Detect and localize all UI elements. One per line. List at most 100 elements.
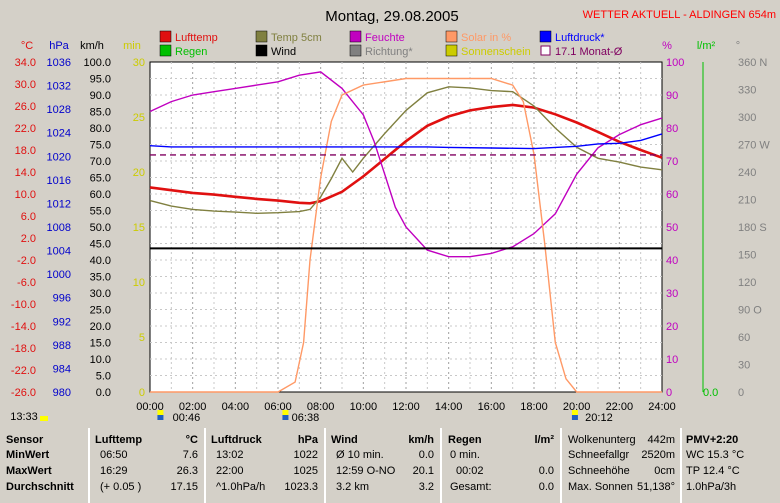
axis-unit: km/h [80, 40, 104, 52]
axis-tick-label: 100 [666, 57, 684, 69]
legend-swatch [445, 30, 458, 43]
axis-tick-label: 1036 [47, 57, 71, 69]
axis-tick-label: 20.0 [90, 321, 111, 333]
axis-tick-label: 30.0 [15, 79, 36, 91]
regen-cell: 00:02 [456, 465, 484, 477]
axis-tick-label: 25.0 [90, 305, 111, 317]
regen-cell: 0.0 [538, 481, 554, 493]
axis-tick-label: 1032 [47, 81, 71, 93]
axis-tick-label: -26.0 [11, 387, 36, 399]
wolken-cell: Max. Sonnen [568, 481, 633, 493]
legend-swatch [159, 44, 172, 57]
legend-swatch [349, 30, 362, 43]
wind-column: Wind km/h Ø 10 min. 0.0 12:59 O-NO 20.1 … [324, 428, 440, 503]
legend-swatch [255, 30, 268, 43]
axis-tick-label: 22.0 [15, 123, 36, 135]
annotation-label: 00:46 [173, 412, 201, 424]
axis-unit: °C [21, 40, 33, 52]
grid [150, 62, 662, 392]
axis-tick-label: 0 [738, 387, 744, 399]
axis-tick-label: 1008 [47, 222, 71, 234]
series-line-lufttemp [149, 103, 663, 205]
axis-unit: % [662, 40, 672, 52]
weather-chart: Montag, 29.08.2005 WETTER AKTUELL - ALDI… [10, 8, 776, 424]
lufttemp-cell: 26.3 [176, 465, 198, 477]
axis-tick-label: 988 [53, 340, 71, 352]
axis-tick-label: 55.0 [90, 206, 111, 218]
luftdruck-cell: 1022 [293, 449, 318, 461]
axis-tick-label: 10.0 [15, 189, 36, 201]
luftdruck-cell: 13:02 [216, 449, 244, 461]
wind-cell: 3.2 km [336, 481, 370, 493]
legend-swatch [159, 30, 172, 43]
legend-label: Wind [271, 46, 296, 58]
annotation-label: 06:38 [292, 412, 320, 424]
chart-title: Montag, 29.08.2005 [325, 8, 458, 25]
annotations: 00:46 06:38 20:12 13:33 [10, 410, 613, 424]
x-axis: 00:00 02:00 04:00 06:00 08:00 10:00 12:00 14:00… [136, 401, 676, 413]
axis-tick-label: 65.0 [90, 173, 111, 185]
luftdruck-column: Luftdruck hPa 13:02 1022 22:00 1025 ^1.0… [204, 428, 324, 503]
x-tick-label: 20:00 [563, 401, 591, 413]
legend-label: Lufttemp [175, 32, 218, 44]
wind-cell: Ø 10 min. [336, 449, 384, 461]
regen-cell: Gesamt: [450, 481, 492, 493]
axis-tick-label: 360 N [738, 57, 767, 69]
wind-cell: 0.0 [418, 449, 434, 461]
axis-tick-label: 10 [666, 354, 678, 366]
stats-table: Sensor MinWert MaxWert Durchschnitt Luft… [0, 428, 780, 503]
axis-tick-label: 30.0 [90, 288, 111, 300]
axis-tick-label: 984 [53, 363, 71, 375]
wolken-cell: Schneefallgr [568, 449, 630, 461]
luftdruck-unit: hPa [297, 434, 318, 446]
station-title: WETTER AKTUELL - ALDINGEN 654m [583, 9, 776, 21]
axis-tick-label: 0.0 [96, 387, 111, 399]
annotation-label: 20:12 [585, 412, 613, 424]
annotation-marker [571, 415, 578, 420]
luftdruck-header: Luftdruck [211, 434, 262, 446]
axis-tick-label: 5 [139, 332, 145, 344]
lufttemp-header: Lufttemp [95, 434, 143, 446]
axis-tick-label: 1016 [47, 175, 71, 187]
axis-tick-label: 50 [666, 222, 678, 234]
x-tick-label: 16:00 [478, 401, 506, 413]
axis-tick-label: 35.0 [90, 272, 111, 284]
luftdruck-cell: 1023.3 [284, 481, 318, 493]
axis-tick-label: 25 [133, 112, 145, 124]
x-tick-label: 18:00 [520, 401, 548, 413]
axis-tick-label: 150 [738, 250, 756, 262]
wolken-cell: Schneehöhe [568, 465, 630, 477]
regen-cell: 0.0 [538, 465, 554, 477]
axis-tick-label: 1024 [47, 128, 71, 140]
axis-tick-label: 90.0 [90, 90, 111, 102]
axis-tick-label: 50.0 [90, 222, 111, 234]
x-tick-label: 24:00 [648, 401, 676, 413]
axis-tick-label: 240 [738, 167, 756, 179]
axis-tick-label: 1020 [47, 151, 71, 163]
annotation-marker [282, 415, 289, 420]
axis-tick-label: -10.0 [11, 299, 36, 311]
regen-header: Regen [448, 434, 482, 446]
wind-cell: 20.1 [412, 465, 434, 477]
axis-tick-label: 90 O [738, 305, 762, 317]
lufttemp-cell: 7.6 [182, 449, 198, 461]
axis-unit: ° [736, 40, 740, 52]
annotation-marker [40, 416, 48, 421]
axis-tick-label: 2.0 [21, 233, 36, 245]
luftdruck-cell: 22:00 [216, 465, 244, 477]
axis-tick-label: 18.0 [15, 145, 36, 157]
axis-tick-label: 980 [53, 387, 71, 399]
lufttemp-cell: (+ 0.05 ) [100, 481, 142, 493]
legend-label: Sonnenschein [461, 46, 531, 58]
wind-unit: km/h [408, 434, 434, 446]
axis-tick-label: 95.0 [90, 74, 111, 86]
axis-unit: l/m² [697, 40, 716, 52]
axis-tick-label: 75.0 [90, 140, 111, 152]
legend-label: 17.1 Monat-Ø [555, 46, 623, 58]
series-line-solar-in [150, 77, 662, 393]
x-tick-label: 08:00 [307, 401, 335, 413]
axis-tick-label: 5.0 [96, 371, 111, 383]
lufttemp-unit: °C [185, 434, 198, 446]
axis-tick-label: 120 [738, 277, 756, 289]
axis-tick-label: 26.0 [15, 101, 36, 113]
